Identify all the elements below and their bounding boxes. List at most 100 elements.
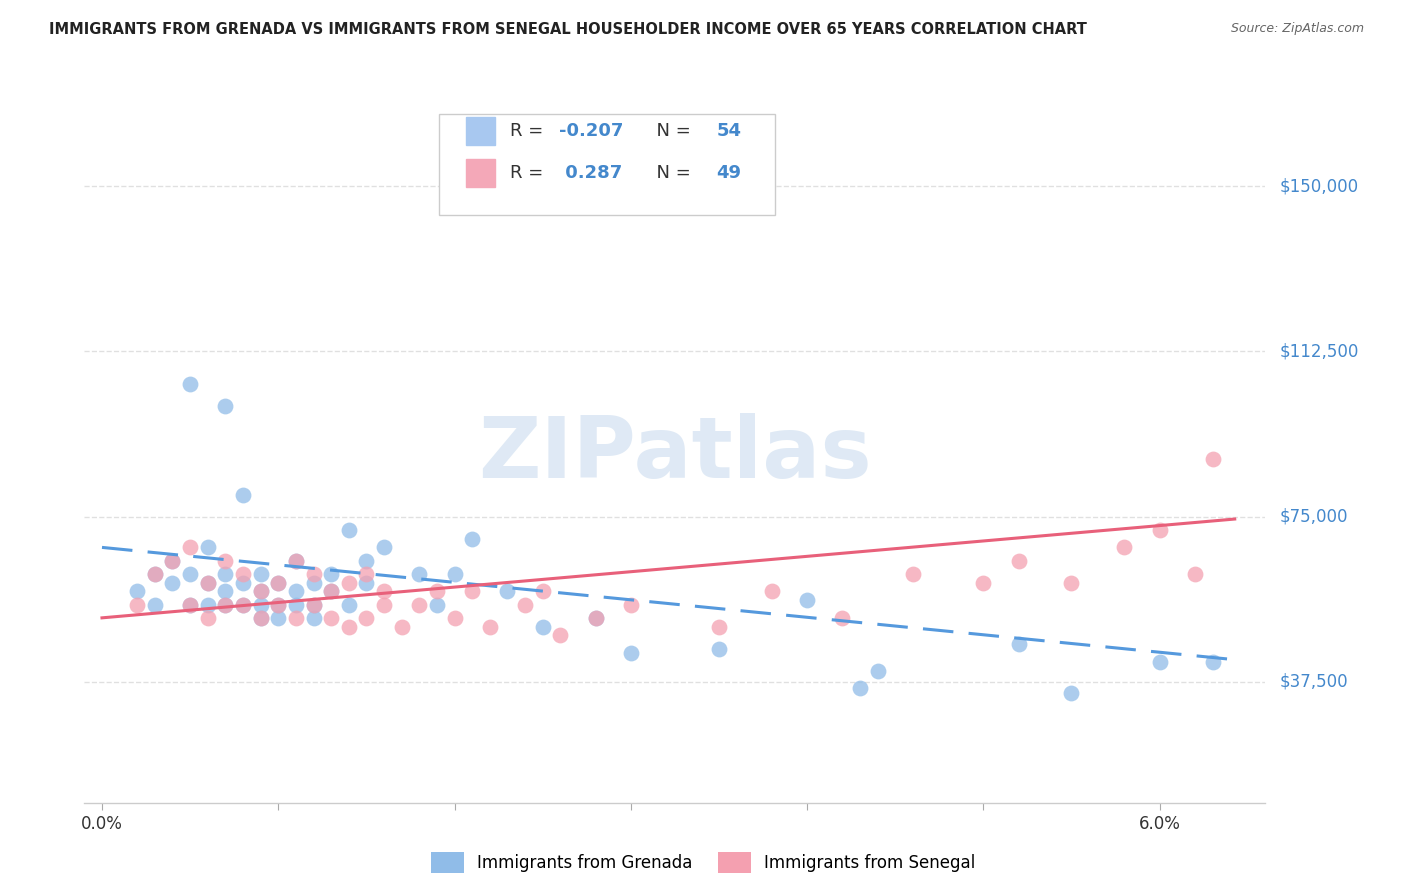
Point xyxy=(426,584,449,599)
Text: R =: R = xyxy=(509,122,548,140)
Text: $75,000: $75,000 xyxy=(1279,508,1348,525)
Point xyxy=(249,584,271,599)
Point xyxy=(443,566,465,581)
Point xyxy=(443,611,465,625)
Point xyxy=(373,584,395,599)
Text: R =: R = xyxy=(509,164,554,182)
Point xyxy=(249,611,271,625)
Point xyxy=(284,611,307,625)
Point xyxy=(162,575,184,590)
Text: N =: N = xyxy=(645,164,697,182)
Point xyxy=(284,553,307,567)
Point xyxy=(214,598,236,612)
Point xyxy=(267,598,290,612)
Point xyxy=(232,575,254,590)
Point xyxy=(162,553,184,567)
Text: $112,500: $112,500 xyxy=(1279,343,1358,360)
Bar xyxy=(465,159,495,187)
Point xyxy=(761,584,783,599)
Point xyxy=(284,584,307,599)
Point xyxy=(302,566,325,581)
Point xyxy=(197,598,219,612)
Point xyxy=(302,575,325,590)
Point xyxy=(356,575,378,590)
Point xyxy=(1184,566,1206,581)
Text: $37,500: $37,500 xyxy=(1279,673,1348,690)
Point xyxy=(620,598,643,612)
Point xyxy=(337,620,360,634)
Point xyxy=(214,584,236,599)
Point xyxy=(284,553,307,567)
FancyBboxPatch shape xyxy=(439,114,775,215)
Point xyxy=(197,575,219,590)
Point xyxy=(249,598,271,612)
Text: IMMIGRANTS FROM GRENADA VS IMMIGRANTS FROM SENEGAL HOUSEHOLDER INCOME OVER 65 YE: IMMIGRANTS FROM GRENADA VS IMMIGRANTS FR… xyxy=(49,22,1087,37)
Point xyxy=(162,553,184,567)
Point xyxy=(356,566,378,581)
Point xyxy=(249,611,271,625)
Text: 54: 54 xyxy=(716,122,741,140)
Point xyxy=(179,566,201,581)
Point xyxy=(426,598,449,612)
Point xyxy=(267,611,290,625)
Point xyxy=(232,566,254,581)
Text: Source: ZipAtlas.com: Source: ZipAtlas.com xyxy=(1230,22,1364,36)
Point xyxy=(302,598,325,612)
Point xyxy=(284,598,307,612)
Point xyxy=(1007,637,1029,651)
Text: 49: 49 xyxy=(716,164,741,182)
Point xyxy=(321,566,343,581)
Point xyxy=(1060,686,1083,700)
Point xyxy=(496,584,519,599)
Point xyxy=(478,620,501,634)
Point xyxy=(127,598,149,612)
Point xyxy=(972,575,994,590)
Point xyxy=(214,400,236,414)
Point xyxy=(796,593,818,607)
Point xyxy=(585,611,607,625)
Point xyxy=(901,566,924,581)
Point xyxy=(408,566,430,581)
Point xyxy=(531,584,554,599)
Point xyxy=(321,611,343,625)
Point xyxy=(143,566,166,581)
Legend: Immigrants from Grenada, Immigrants from Senegal: Immigrants from Grenada, Immigrants from… xyxy=(423,846,983,880)
Point xyxy=(1060,575,1083,590)
Text: N =: N = xyxy=(645,122,697,140)
Point xyxy=(337,598,360,612)
Point xyxy=(707,620,730,634)
Point xyxy=(197,611,219,625)
Point xyxy=(321,584,343,599)
Point xyxy=(232,598,254,612)
Point xyxy=(620,646,643,660)
Point xyxy=(373,598,395,612)
Point xyxy=(373,541,395,555)
Point xyxy=(179,598,201,612)
Text: ZIPatlas: ZIPatlas xyxy=(478,413,872,497)
Point xyxy=(214,566,236,581)
Bar xyxy=(465,118,495,145)
Point xyxy=(356,611,378,625)
Point xyxy=(866,664,889,678)
Point xyxy=(461,532,484,546)
Point xyxy=(831,611,853,625)
Point xyxy=(1149,655,1171,669)
Point xyxy=(849,681,872,696)
Point xyxy=(391,620,413,634)
Point xyxy=(1149,523,1171,537)
Point xyxy=(302,598,325,612)
Point xyxy=(585,611,607,625)
Point xyxy=(249,584,271,599)
Point xyxy=(550,628,572,642)
Point xyxy=(302,611,325,625)
Point xyxy=(1201,452,1223,467)
Point xyxy=(143,566,166,581)
Point xyxy=(531,620,554,634)
Point xyxy=(707,641,730,656)
Text: 0.287: 0.287 xyxy=(560,164,623,182)
Point xyxy=(408,598,430,612)
Point xyxy=(461,584,484,599)
Point xyxy=(267,575,290,590)
Point xyxy=(197,541,219,555)
Point xyxy=(214,598,236,612)
